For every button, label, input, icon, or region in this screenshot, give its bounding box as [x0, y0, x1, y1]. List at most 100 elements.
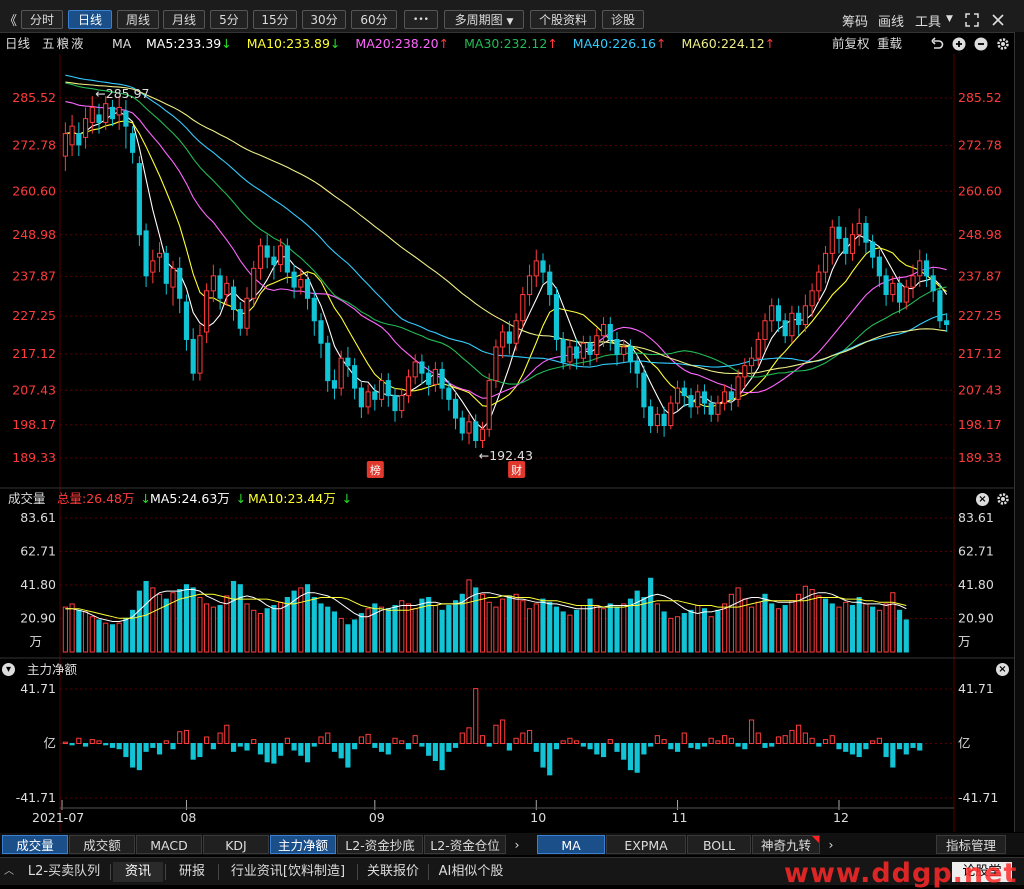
- tab-kdj[interactable]: KDJ: [203, 835, 269, 854]
- period-tab-5min[interactable]: 5分: [210, 10, 248, 29]
- close-volume-icon[interactable]: ×: [976, 493, 989, 506]
- volume-bar: [170, 592, 176, 653]
- volume-bar: [520, 600, 526, 653]
- period-tab-intraday[interactable]: 分时: [21, 10, 63, 29]
- tab-ma[interactable]: MA: [537, 835, 605, 854]
- volume-ma-line: [65, 589, 907, 622]
- y-tick-label-right: 207.43: [958, 382, 1002, 397]
- tab-turnover[interactable]: 成交额: [69, 835, 135, 854]
- flow-bar: [547, 743, 553, 776]
- undo-icon[interactable]: [930, 37, 944, 51]
- reload-button[interactable]: 重载: [877, 36, 903, 51]
- tabs-right-more-icon[interactable]: ›: [828, 837, 834, 852]
- candle: [103, 96, 109, 130]
- volume-bar: [614, 606, 620, 653]
- period-tab-monthly[interactable]: 月线: [163, 10, 205, 29]
- bottom-tab-related-quotes[interactable]: 关联报价: [366, 864, 419, 879]
- candle: [446, 380, 452, 411]
- indicator-manage-button[interactable]: 指标管理: [936, 835, 1006, 854]
- tab-main-net[interactable]: 主力净额: [270, 835, 336, 854]
- tab-l2-bottom[interactable]: L2-资金抄底: [337, 835, 423, 854]
- period-tab-daily[interactable]: 日线: [68, 10, 112, 29]
- flow-bar: [722, 735, 728, 745]
- multi-period-dropdown[interactable]: 多周期图 ▼: [444, 10, 524, 29]
- tab-macd[interactable]: MACD: [136, 835, 202, 854]
- gear-icon[interactable]: [996, 37, 1010, 51]
- flow-bar: [338, 743, 344, 759]
- stock-chart[interactable]: 285.52 285.52 272.78 272.78 260.60 260.60 248.…: [0, 54, 1014, 832]
- forum-button[interactable]: 论股堂: [952, 862, 1012, 882]
- tab-boll[interactable]: BOLL: [687, 835, 751, 854]
- y-tick-label: 217.12: [12, 346, 56, 361]
- right-side-panel[interactable]: [1014, 32, 1024, 832]
- flow-bar: [426, 743, 432, 756]
- flow-bar: [230, 743, 237, 752]
- bottom-tab-queue[interactable]: L2-买卖队列: [27, 864, 101, 879]
- candle: [170, 260, 176, 306]
- period-tab-60min[interactable]: 60分: [351, 10, 397, 29]
- flow-bar: [728, 737, 734, 745]
- volume-unit: 万: [29, 634, 42, 649]
- tab-volume[interactable]: 成交量: [2, 835, 68, 854]
- volume-bar: [405, 603, 412, 653]
- ma-legend-item: MA10:233.89↓: [246, 36, 341, 51]
- candle: [648, 399, 654, 434]
- volume-bar: [89, 616, 95, 653]
- draw-button[interactable]: 画线: [878, 15, 905, 30]
- tab-expma[interactable]: EXPMA: [606, 835, 686, 854]
- flow-bar: [748, 719, 755, 745]
- candle: [796, 305, 802, 336]
- chips-button[interactable]: 筹码: [842, 15, 869, 30]
- tools-dropdown-icon[interactable]: ▼: [946, 14, 953, 24]
- flow-bar: [654, 735, 660, 745]
- volume-bar: [748, 606, 755, 653]
- bottom-tab-industry-news[interactable]: 行业资讯[饮料制造]: [230, 864, 346, 879]
- flow-bar: [580, 743, 586, 747]
- zoom-in-icon[interactable]: [952, 37, 966, 51]
- expand-up-icon[interactable]: ︿: [4, 866, 14, 877]
- flow-bar: [419, 743, 425, 747]
- bottom-tab-news[interactable]: 资讯: [113, 862, 163, 882]
- volume-settings-icon[interactable]: [996, 492, 1010, 506]
- period-tab-weekly[interactable]: 周线: [117, 10, 159, 29]
- bottom-tab-reports[interactable]: 研报: [178, 864, 205, 879]
- close-flow-icon[interactable]: ×: [996, 663, 1009, 676]
- ma-line: [65, 74, 947, 368]
- ma-legend-item: MA30:232.12↑: [464, 36, 558, 51]
- zoom-out-icon[interactable]: [974, 37, 988, 51]
- candle: [338, 350, 344, 396]
- volume-bar: [385, 608, 391, 653]
- candle: [197, 324, 203, 381]
- flow-bar: [500, 719, 506, 745]
- flow-bar: [257, 743, 264, 755]
- flow-bar: [109, 743, 116, 748]
- flow-toggle-icon[interactable]: ▾: [2, 663, 15, 676]
- tab-td-nine[interactable]: 神奇九转: [752, 835, 820, 854]
- flow-bar: [345, 743, 351, 768]
- stock-info-button[interactable]: 个股资料: [530, 10, 596, 29]
- volume-bar: [789, 600, 795, 653]
- volume-bar: [486, 601, 492, 653]
- bottom-tab-ai-similar[interactable]: AI相似个股: [438, 864, 504, 879]
- candle: [553, 287, 560, 351]
- volume-bar: [762, 593, 768, 653]
- volume-bar: [82, 611, 89, 653]
- fullscreen-icon[interactable]: [964, 12, 980, 28]
- period-tab-30min[interactable]: 30分: [302, 10, 346, 29]
- volume-bar: [594, 605, 600, 653]
- more-periods-button[interactable]: •••: [404, 10, 438, 29]
- period-tab-15min[interactable]: 15分: [253, 10, 297, 29]
- tab-l2-position[interactable]: L2-资金仓位: [424, 835, 506, 854]
- collapse-icon[interactable]: 《: [4, 14, 18, 29]
- flow-bar: [412, 735, 418, 745]
- flow-bar: [385, 743, 391, 755]
- flow-tick-label-right: -41.71: [958, 790, 998, 805]
- tools-button[interactable]: 工具: [915, 15, 942, 30]
- tabs-more-icon[interactable]: ›: [514, 837, 520, 852]
- candle: [136, 156, 142, 246]
- diagnose-button[interactable]: 诊股: [602, 10, 644, 29]
- y-tick-label: 285.52: [12, 90, 56, 105]
- candle: [62, 122, 68, 172]
- adjust-mode[interactable]: 前复权: [832, 36, 870, 51]
- close-icon[interactable]: [990, 12, 1006, 28]
